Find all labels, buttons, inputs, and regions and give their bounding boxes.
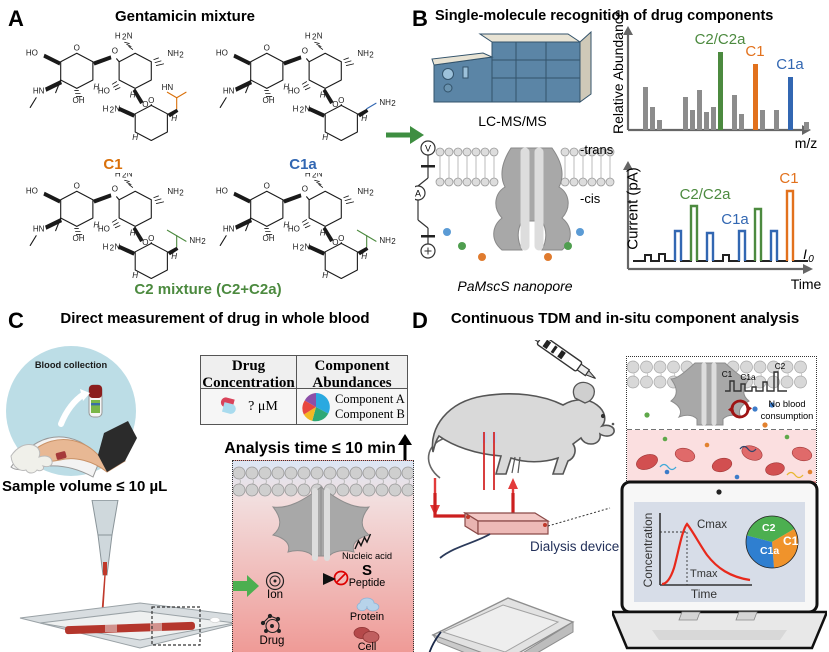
svg-text:Tmax: Tmax	[690, 568, 718, 580]
svg-text:Blood collection: Blood collection	[35, 360, 108, 370]
svg-text:H: H	[132, 271, 138, 280]
svg-text:H: H	[293, 104, 299, 113]
svg-text:m/z: m/z	[795, 135, 818, 151]
svg-text:N: N	[115, 242, 121, 251]
svg-text:O: O	[74, 181, 80, 190]
svg-text:NH: NH	[379, 236, 391, 245]
svg-text:O: O	[74, 43, 80, 52]
svg-text:2: 2	[312, 33, 317, 42]
svg-text:NH: NH	[357, 49, 369, 58]
svg-text:O: O	[264, 181, 270, 190]
svg-text:O: O	[148, 234, 154, 243]
svg-text:2: 2	[391, 99, 396, 108]
svg-text:O: O	[302, 185, 308, 194]
svg-text:2: 2	[369, 189, 374, 198]
svg-text:-trans: -trans	[580, 142, 614, 157]
svg-text:No blood: No blood	[768, 399, 805, 409]
svg-text:Protein: Protein	[350, 611, 384, 623]
svg-text:C1a: C1a	[740, 372, 756, 382]
svg-text:C1: C1	[783, 534, 799, 548]
svg-text:HN: HN	[162, 83, 174, 92]
svg-text:O: O	[112, 185, 118, 194]
svg-text:consumption: consumption	[761, 411, 814, 421]
svg-text:HO: HO	[26, 186, 38, 195]
svg-text:HN: HN	[33, 225, 45, 234]
svg-text:OH: OH	[72, 234, 84, 243]
svg-text:O: O	[264, 43, 270, 52]
svg-text:2: 2	[300, 106, 305, 115]
svg-text:HO: HO	[288, 225, 300, 234]
svg-text:I: I	[803, 246, 807, 262]
svg-text:HO: HO	[98, 225, 110, 234]
svg-text:Ion: Ion	[267, 589, 283, 601]
svg-text:C1: C1	[745, 43, 764, 60]
svg-text:O: O	[112, 47, 118, 56]
svg-text:C1: C1	[779, 170, 798, 187]
svg-text:OH: OH	[262, 96, 274, 105]
svg-text:H: H	[322, 271, 328, 280]
svg-text:Nucleic acid: Nucleic acid	[342, 551, 392, 561]
svg-text:N: N	[305, 242, 311, 251]
svg-text:O: O	[302, 47, 308, 56]
svg-text:2: 2	[179, 51, 184, 60]
svg-text:C1: C1	[722, 369, 733, 379]
svg-text:2: 2	[110, 106, 115, 115]
svg-text:Concentration: Concentration	[641, 513, 655, 588]
svg-text:NH: NH	[357, 187, 369, 196]
svg-text:N: N	[115, 104, 121, 113]
svg-text:C1a: C1a	[721, 211, 749, 228]
svg-text:Peptide: Peptide	[349, 577, 386, 589]
svg-text:N: N	[317, 31, 323, 40]
svg-text:2: 2	[391, 237, 396, 246]
svg-text:H: H	[115, 31, 121, 40]
svg-text:-cis: -cis	[580, 191, 601, 206]
svg-text:H: H	[103, 242, 109, 251]
svg-text:Drug: Drug	[260, 635, 285, 647]
svg-text:NH: NH	[379, 98, 391, 107]
svg-text:Dialysis device: Dialysis device	[530, 539, 619, 554]
svg-text:C2: C2	[775, 361, 786, 371]
svg-text:HO: HO	[216, 48, 228, 57]
svg-text:HN: HN	[33, 87, 45, 96]
svg-text:HO: HO	[26, 48, 38, 57]
svg-text:HO: HO	[288, 87, 300, 96]
svg-text:2: 2	[369, 51, 374, 60]
svg-text:HN: HN	[223, 225, 235, 234]
svg-text:Time: Time	[791, 276, 822, 292]
svg-text:C1a: C1a	[776, 56, 804, 73]
svg-text:H: H	[293, 242, 299, 251]
svg-text:HN: HN	[223, 87, 235, 96]
svg-text:N: N	[305, 104, 311, 113]
svg-text:C1a: C1a	[760, 545, 779, 557]
svg-text:NH: NH	[167, 49, 179, 58]
svg-text:O: O	[338, 234, 344, 243]
svg-text:2: 2	[179, 189, 184, 198]
svg-text:Cell: Cell	[358, 641, 377, 652]
svg-text:H: H	[305, 31, 311, 40]
svg-text:HO: HO	[216, 186, 228, 195]
svg-text:Time: Time	[691, 587, 718, 601]
svg-text:H: H	[322, 133, 328, 142]
svg-text:OH: OH	[72, 96, 84, 105]
svg-text:2: 2	[300, 244, 305, 253]
svg-text:OH: OH	[262, 234, 274, 243]
svg-text:N: N	[127, 31, 133, 40]
svg-text:C2: C2	[762, 522, 776, 534]
svg-text:0: 0	[808, 254, 814, 265]
svg-text:2: 2	[110, 244, 115, 253]
svg-text:H: H	[103, 104, 109, 113]
svg-text:O: O	[338, 96, 344, 105]
svg-text:NH: NH	[189, 236, 201, 245]
svg-text:C2/C2a: C2/C2a	[695, 31, 747, 48]
svg-text:A: A	[415, 189, 421, 199]
svg-text:C2/C2a: C2/C2a	[680, 186, 732, 203]
svg-text:V: V	[425, 144, 431, 154]
svg-text:NH: NH	[167, 187, 179, 196]
svg-text:HO: HO	[98, 87, 110, 96]
svg-text:2: 2	[122, 33, 127, 42]
svg-text:Cmax: Cmax	[697, 519, 727, 531]
svg-text:O: O	[148, 96, 154, 105]
svg-text:H: H	[132, 133, 138, 142]
